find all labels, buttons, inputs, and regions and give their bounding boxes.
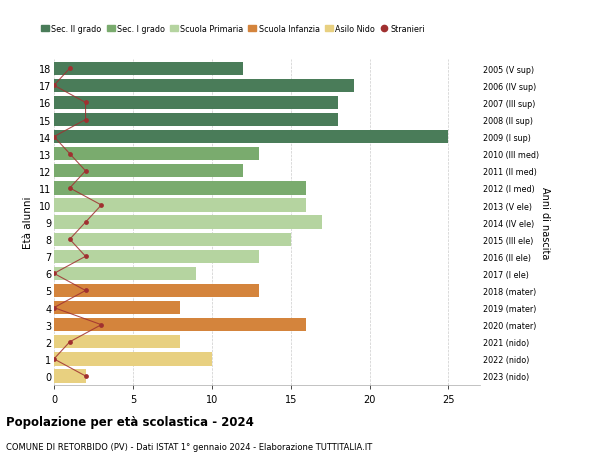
Bar [54,319,307,332]
Bar [54,353,212,366]
Bar [54,148,259,161]
Point [65,65,74,73]
Bar [54,267,196,280]
Bar [54,301,180,314]
Bar [54,199,307,212]
Point [49,83,59,90]
Bar [54,182,307,195]
Bar [54,62,244,76]
Point [65,151,74,158]
Bar [54,96,338,110]
Bar [54,131,448,144]
Point [81,168,91,175]
Point [81,253,91,260]
Y-axis label: Anni di nascita: Anni di nascita [540,186,550,259]
Bar [54,369,86,383]
Y-axis label: Età alunni: Età alunni [23,196,33,249]
Legend: Sec. II grado, Sec. I grado, Scuola Primaria, Scuola Infanzia, Asilo Nido, Stran: Sec. II grado, Sec. I grado, Scuola Prim… [38,21,428,37]
Point [81,219,91,226]
Point [49,134,59,141]
Bar [54,79,354,93]
Point [49,270,59,278]
Bar [54,113,338,127]
Bar [54,336,180,349]
Point [65,185,74,192]
Bar [54,165,244,178]
Point [81,373,91,380]
Point [65,236,74,243]
Point [97,321,106,329]
Bar [54,216,322,229]
Bar [54,284,259,297]
Point [97,202,106,209]
Point [81,287,91,295]
Point [65,338,74,346]
Point [81,100,91,107]
Bar [54,250,259,263]
Point [49,355,59,363]
Point [81,117,91,124]
Point [49,304,59,312]
Bar [54,233,290,246]
Text: COMUNE DI RETORBIDO (PV) - Dati ISTAT 1° gennaio 2024 - Elaborazione TUTTITALIA.: COMUNE DI RETORBIDO (PV) - Dati ISTAT 1°… [6,442,372,451]
Text: Popolazione per età scolastica - 2024: Popolazione per età scolastica - 2024 [6,415,254,428]
